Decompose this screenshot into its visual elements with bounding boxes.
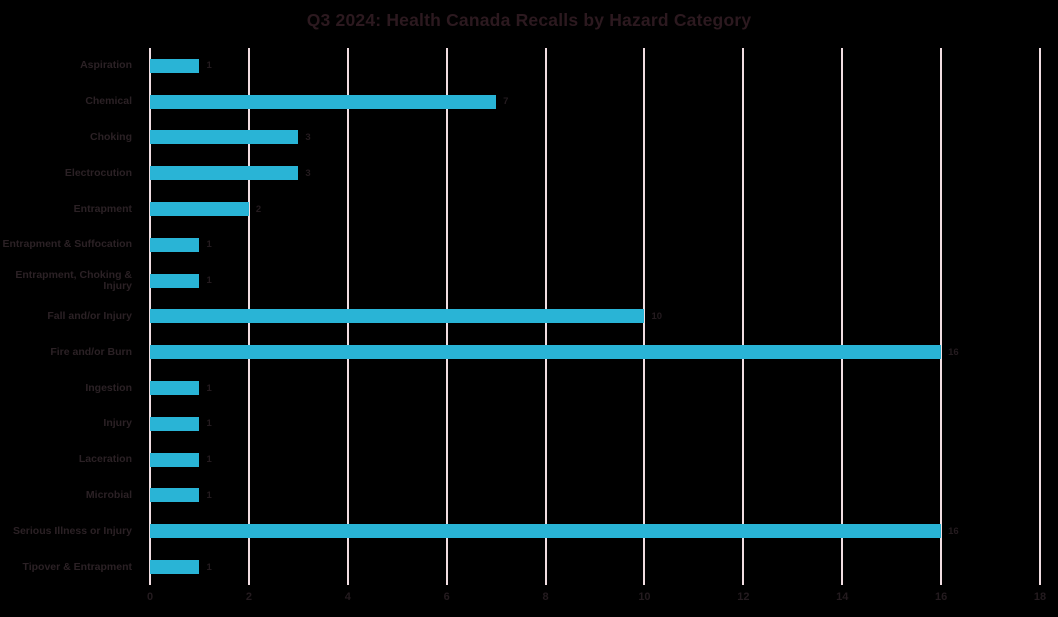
bar — [150, 130, 299, 145]
x-tick-label: 4 — [344, 591, 351, 603]
bar — [150, 416, 200, 431]
bar-value-label: 3 — [305, 131, 311, 143]
bar-value-label: 1 — [206, 454, 212, 466]
category-label: Aspiration — [80, 59, 132, 72]
bar-value-label: 1 — [206, 489, 212, 501]
bar-row: 1 — [150, 263, 1040, 299]
bar-value-label: 1 — [206, 239, 212, 251]
x-tick-label: 0 — [146, 591, 154, 603]
category-label: Electrocution — [64, 166, 132, 179]
bar-value-label: 16 — [948, 346, 959, 358]
bar-value-label: 16 — [948, 525, 959, 537]
bar-row: 1 — [150, 478, 1040, 514]
x-axis-tick-labels: 0 2 4 6 8 10 12 14 16 18 — [146, 591, 1046, 607]
category-label: Tipover & Entrapment — [22, 560, 133, 573]
category-label: Injury — [103, 417, 132, 430]
bar-row: 10 — [150, 299, 1040, 335]
bar — [150, 560, 200, 575]
bar — [150, 381, 200, 396]
bar-value-label: 1 — [206, 275, 212, 287]
x-tick-label: 18 — [1033, 591, 1047, 603]
gridline-x-18 — [1039, 48, 1041, 585]
bar — [150, 58, 200, 73]
bar — [150, 309, 645, 324]
bar-row: 2 — [150, 191, 1040, 227]
x-tick-label: 14 — [836, 591, 849, 603]
bar-row: 16 — [150, 334, 1040, 370]
category-label: Fire and/or Burn — [50, 345, 132, 358]
bar-value-label: 1 — [206, 60, 212, 72]
x-tick-label: 16 — [934, 591, 948, 603]
bar-row: 3 — [150, 120, 1040, 156]
gridline-x-16 — [940, 48, 943, 585]
bar — [150, 237, 200, 252]
x-tick-label: 10 — [638, 591, 651, 603]
gridline-x-10 — [643, 48, 646, 585]
bar — [150, 94, 497, 109]
category-label: Chemical — [85, 95, 132, 108]
x-tick-label: 2 — [245, 591, 252, 603]
bar — [150, 202, 249, 217]
bar — [150, 452, 200, 467]
bar-row: 1 — [150, 549, 1040, 585]
plot-area: 1 7 3 3 2 1 1 10 16 1 1 1 1 16 1 — [149, 48, 1041, 585]
bar — [150, 273, 200, 288]
bar-value-label: 1 — [206, 382, 212, 394]
category-label: Ingestion — [85, 381, 132, 394]
x-tick-label: 6 — [443, 591, 450, 603]
bar-value-label: 7 — [503, 96, 509, 108]
bar — [150, 524, 942, 539]
bar — [150, 488, 200, 503]
gridline-x-14 — [841, 48, 844, 585]
y-axis-category-labels: Aspiration Chemical Choking Electrocution En… — [0, 48, 141, 585]
category-label: Fall and/or Injury — [47, 309, 132, 322]
bar-row: 3 — [150, 155, 1040, 191]
bar-row: 1 — [150, 48, 1040, 84]
category-label: Serious Illness or Injury — [12, 524, 132, 537]
chart-title: Q3 2024: Health Canada Recalls by Hazard… — [306, 10, 752, 30]
category-label: Entrapment — [73, 202, 132, 215]
x-tick-label: 12 — [737, 591, 750, 603]
bar-value-label: 10 — [651, 310, 663, 322]
gridline-x-12 — [742, 48, 745, 585]
category-label: Entrapment & Suffocation — [2, 238, 132, 251]
bar-row: 1 — [150, 406, 1040, 442]
bar-row: 1 — [150, 442, 1040, 478]
category-label: Microbial — [85, 488, 132, 501]
bar — [150, 166, 299, 181]
bar-value-label: 2 — [255, 203, 262, 215]
category-label: Entrapment, Choking & Injury — [15, 268, 132, 292]
bar — [150, 345, 942, 360]
bar-value-label: 1 — [206, 561, 212, 573]
bars-layer: 1 7 3 3 2 1 1 10 16 1 1 1 1 16 1 — [150, 48, 1040, 585]
bar-row: 7 — [150, 84, 1040, 120]
bar-row: 1 — [150, 227, 1040, 263]
category-label: Laceration — [78, 453, 132, 466]
bar-row: 1 — [150, 370, 1040, 406]
x-tick-label: 8 — [542, 591, 549, 603]
bar-value-label: 3 — [305, 167, 311, 179]
bar-row: 16 — [150, 513, 1040, 549]
category-label: Choking — [90, 130, 132, 143]
bar-value-label: 1 — [206, 418, 212, 430]
